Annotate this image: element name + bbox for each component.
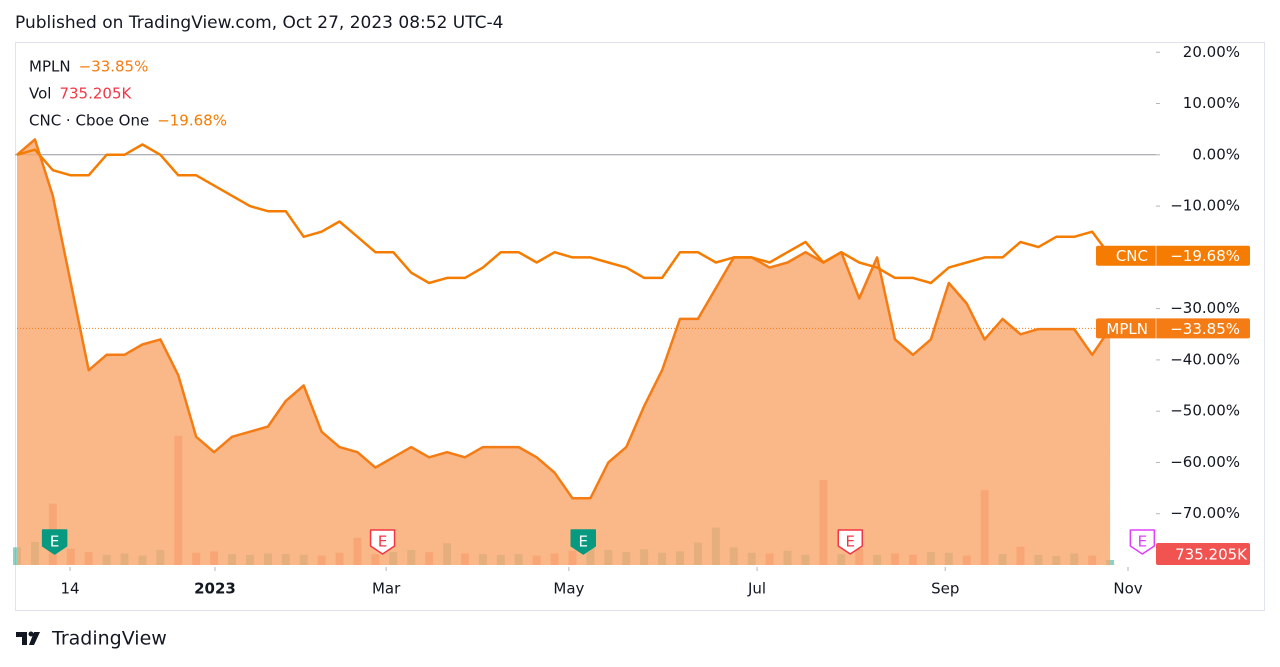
y-tick-label: −60.00% bbox=[1170, 453, 1240, 471]
tag-value: −19.68% bbox=[1170, 247, 1240, 265]
tag-bg bbox=[1096, 245, 1250, 266]
x-tick-label: Nov bbox=[1113, 580, 1142, 598]
footer: TradingView bbox=[51, 628, 167, 650]
legend-value: −19.68% bbox=[157, 112, 227, 130]
legend-value: −33.85% bbox=[79, 58, 149, 76]
y-tick-label: −50.00% bbox=[1170, 402, 1240, 420]
x-tick-label: Mar bbox=[372, 580, 401, 598]
event-label: E bbox=[378, 533, 387, 551]
line bbox=[16, 138, 1112, 500]
x-tick-label: Sep bbox=[931, 580, 959, 598]
tag-name: MPLN bbox=[1106, 320, 1148, 338]
earnings-event: E bbox=[570, 529, 597, 555]
earnings-event: E bbox=[369, 529, 396, 555]
y-tick-label: −40.00% bbox=[1170, 350, 1240, 368]
x-tick-label: 2023 bbox=[194, 580, 236, 598]
event-label: E bbox=[1138, 533, 1147, 551]
event-badge bbox=[369, 529, 396, 555]
event-badge bbox=[837, 529, 863, 555]
logo-mark bbox=[16, 632, 40, 645]
x-tick-label: May bbox=[553, 580, 584, 598]
legend-name: Vol bbox=[29, 85, 51, 103]
legend-name: CNC · Cboe One bbox=[29, 112, 149, 130]
tag-value: −33.85% bbox=[1170, 320, 1240, 338]
tag-bg bbox=[1096, 318, 1250, 339]
logo: TradingView bbox=[16, 628, 167, 650]
tag-name: CNC bbox=[1116, 247, 1148, 265]
event-badge bbox=[1129, 529, 1156, 555]
header: Published on TradingView.com, Oct 27, 20… bbox=[15, 13, 503, 33]
earnings-event: E bbox=[837, 529, 863, 555]
y-tick-label: −10.00% bbox=[1170, 197, 1240, 215]
volume-tag-value: 735.205K bbox=[1175, 546, 1248, 564]
x-tick-label: Jul bbox=[747, 580, 766, 598]
event-badge bbox=[41, 529, 68, 555]
legend-value: 735.205K bbox=[59, 85, 132, 103]
y-tick-label: 20.00% bbox=[1183, 43, 1240, 61]
event-label: E bbox=[579, 533, 588, 551]
line bbox=[16, 143, 1112, 285]
y-tick-label: 10.00% bbox=[1183, 94, 1240, 112]
y-tick-label: −70.00% bbox=[1170, 504, 1240, 522]
x-tick-label: 14 bbox=[60, 580, 79, 598]
logo-dot bbox=[28, 631, 34, 637]
event-badge bbox=[570, 529, 597, 555]
area-fill bbox=[17, 139, 1111, 565]
y-tick-label: −30.00% bbox=[1170, 299, 1240, 317]
earnings-event: E bbox=[1129, 529, 1156, 555]
volume-tag-bg bbox=[1156, 543, 1250, 565]
event-label: E bbox=[50, 533, 59, 551]
y-tick-label: 0.00% bbox=[1192, 145, 1240, 163]
event-label: E bbox=[846, 533, 855, 551]
legend-name: MPLN bbox=[29, 58, 71, 76]
chart-frame bbox=[15, 42, 1265, 611]
earnings-event: E bbox=[41, 529, 68, 555]
